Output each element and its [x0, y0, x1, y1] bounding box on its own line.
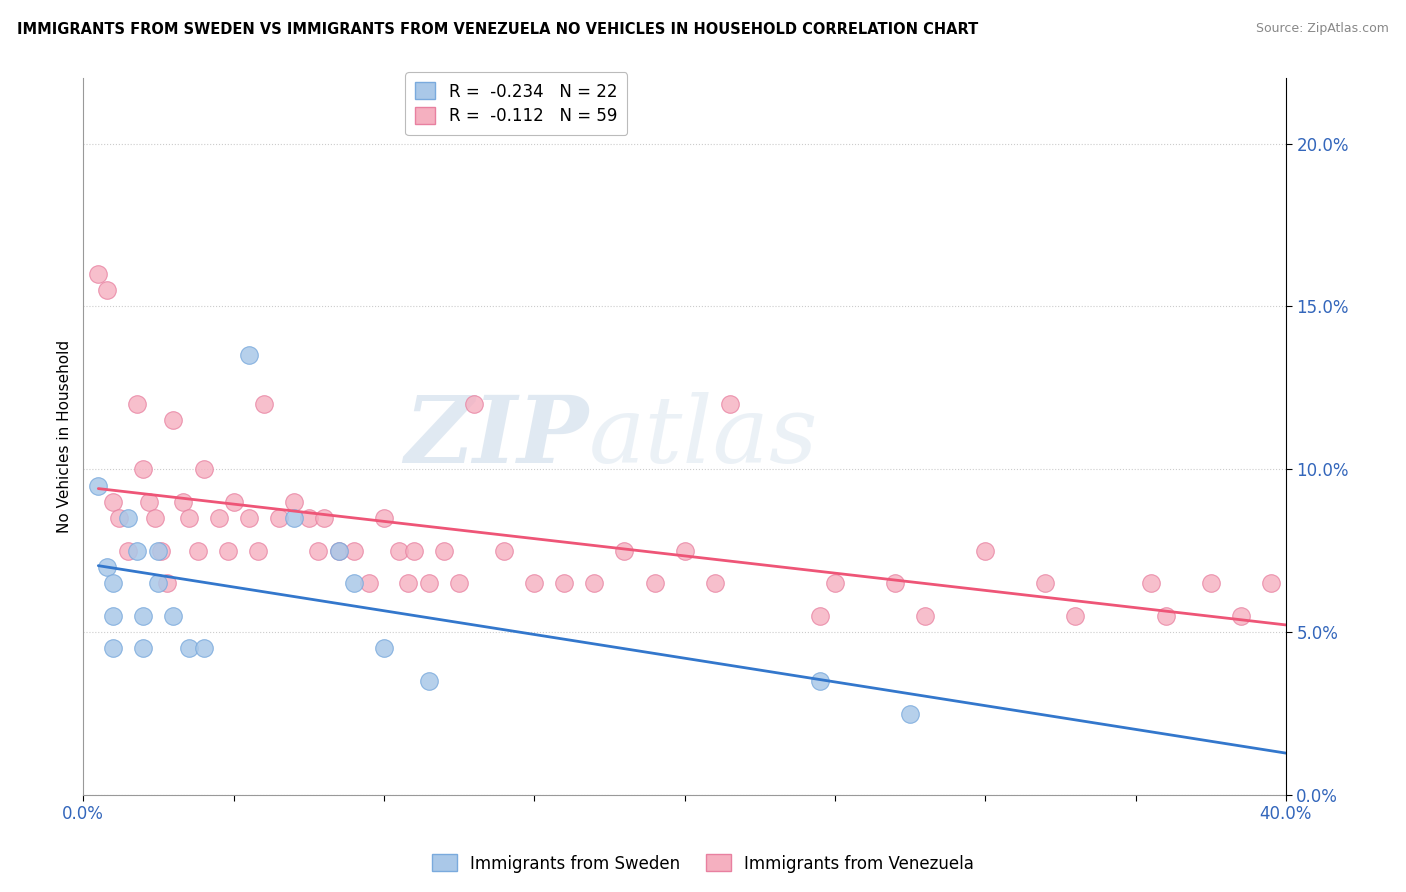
Point: [103, 495, 125, 509]
Point: [162, 413, 184, 427]
Point: [974, 543, 997, 558]
Text: ZIP: ZIP: [404, 392, 588, 482]
Point: [1199, 576, 1222, 591]
Point: [328, 543, 350, 558]
Point: [343, 576, 366, 591]
Text: Source: ZipAtlas.com: Source: ZipAtlas.com: [1256, 22, 1389, 36]
Point: [127, 397, 149, 411]
Point: [1139, 576, 1161, 591]
Point: [117, 511, 139, 525]
Point: [312, 511, 335, 525]
Point: [103, 608, 125, 623]
Point: [343, 543, 366, 558]
Point: [373, 641, 395, 656]
Point: [238, 348, 260, 362]
Point: [613, 543, 636, 558]
Point: [193, 641, 215, 656]
Point: [162, 608, 184, 623]
Point: [96, 283, 118, 297]
Point: [553, 576, 575, 591]
Point: [824, 576, 846, 591]
Point: [418, 576, 440, 591]
Point: [148, 576, 170, 591]
Point: [238, 511, 260, 525]
Point: [103, 576, 125, 591]
Point: [186, 543, 208, 558]
Point: [117, 543, 139, 558]
Point: [246, 543, 269, 558]
Point: [177, 641, 200, 656]
Point: [87, 267, 110, 281]
Point: [217, 543, 239, 558]
Point: [298, 511, 321, 525]
Point: [884, 576, 907, 591]
Point: [463, 397, 485, 411]
Point: [193, 462, 215, 476]
Point: [494, 543, 516, 558]
Point: [132, 462, 155, 476]
Point: [103, 641, 125, 656]
Point: [1035, 576, 1057, 591]
Point: [177, 511, 200, 525]
Point: [644, 576, 666, 591]
Point: [402, 543, 425, 558]
Point: [328, 543, 350, 558]
Point: [132, 608, 155, 623]
Point: [150, 543, 173, 558]
Point: [808, 674, 831, 689]
Point: [1064, 608, 1087, 623]
Point: [449, 576, 471, 591]
Point: [283, 511, 305, 525]
Point: [703, 576, 725, 591]
Point: [396, 576, 419, 591]
Y-axis label: No Vehicles in Household: No Vehicles in Household: [58, 340, 72, 533]
Point: [253, 397, 276, 411]
Point: [357, 576, 380, 591]
Legend: R =  -0.234   N = 22, R =  -0.112   N = 59: R = -0.234 N = 22, R = -0.112 N = 59: [405, 72, 627, 136]
Point: [156, 576, 179, 591]
Point: [373, 511, 395, 525]
Point: [418, 674, 440, 689]
Point: [96, 560, 118, 574]
Point: [207, 511, 229, 525]
Point: [132, 641, 155, 656]
Point: [523, 576, 546, 591]
Point: [898, 706, 921, 721]
Point: [148, 543, 170, 558]
Point: [433, 543, 456, 558]
Point: [283, 495, 305, 509]
Point: [172, 495, 194, 509]
Point: [222, 495, 245, 509]
Point: [718, 397, 741, 411]
Text: IMMIGRANTS FROM SWEDEN VS IMMIGRANTS FROM VENEZUELA NO VEHICLES IN HOUSEHOLD COR: IMMIGRANTS FROM SWEDEN VS IMMIGRANTS FRO…: [17, 22, 979, 37]
Point: [108, 511, 131, 525]
Point: [673, 543, 696, 558]
Point: [583, 576, 606, 591]
Legend: Immigrants from Sweden, Immigrants from Venezuela: Immigrants from Sweden, Immigrants from …: [426, 847, 980, 880]
Point: [307, 543, 329, 558]
Point: [388, 543, 411, 558]
Point: [1154, 608, 1177, 623]
Point: [1260, 576, 1282, 591]
Point: [138, 495, 160, 509]
Point: [127, 543, 149, 558]
Text: atlas: atlas: [588, 392, 818, 482]
Point: [1230, 608, 1253, 623]
Point: [145, 511, 167, 525]
Point: [914, 608, 936, 623]
Point: [267, 511, 290, 525]
Point: [87, 478, 110, 492]
Point: [808, 608, 831, 623]
